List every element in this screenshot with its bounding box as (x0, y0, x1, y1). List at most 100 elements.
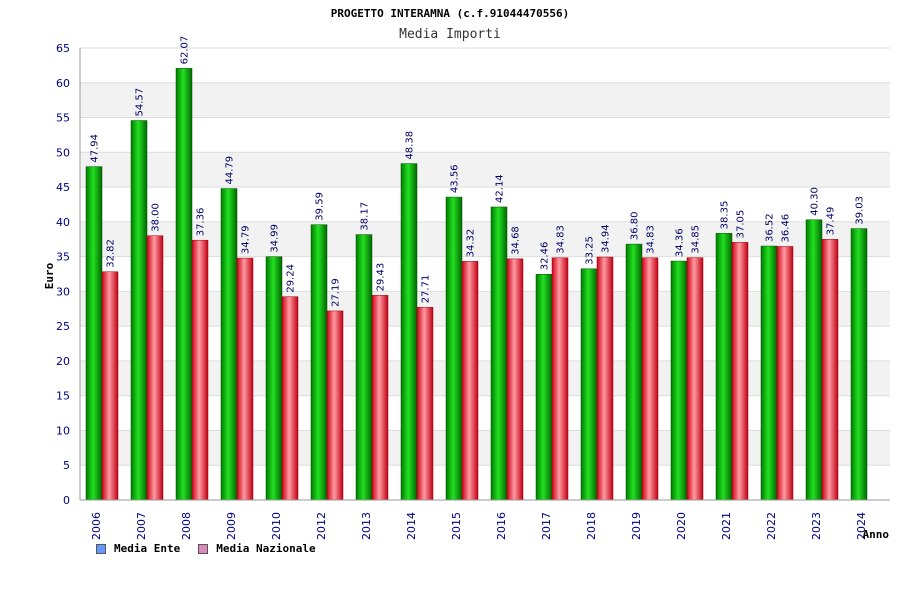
x-axis-ticks: 2006 2007 2008 2009 2010 2012 2013 2014 2015 2016… (90, 512, 868, 540)
bar-media-nazionale-2020 (686, 257, 704, 501)
grid-band (80, 326, 890, 361)
data-label-media-nazionale-2019: 34.83 (646, 225, 657, 254)
data-label-media-nazionale-2012: 27.19 (331, 278, 342, 307)
grid-band (80, 221, 890, 257)
data-label-media-ente-2007: 54.57 (135, 88, 146, 117)
legend: Media Ente Media Nazionale (96, 542, 316, 555)
data-label-media-nazionale-2020: 34.85 (691, 225, 702, 254)
data-label-media-nazionale-2008: 37.36 (196, 208, 207, 237)
data-label-media-nazionale-2017: 34.83 (556, 225, 567, 254)
bar-media-nazionale-2021 (731, 242, 749, 501)
grid-band (80, 117, 890, 153)
x-tick-label-2010: 2010 (270, 512, 283, 540)
bar-media-ente-2016 (490, 206, 508, 501)
x-tick-label-2014: 2014 (405, 512, 418, 540)
x-tick-label-2019: 2019 (630, 512, 643, 540)
data-label-media-ente-2015: 43.56 (450, 164, 461, 193)
y-tick-label: 55 (56, 112, 70, 125)
legend-item-media-ente: Media Ente (96, 542, 180, 555)
chart-title: PROGETTO INTERAMNA (c.f.91044470556) (331, 7, 569, 20)
bar-media-ente-2010 (265, 256, 283, 501)
x-tick-label-2022: 2022 (765, 512, 778, 540)
x-axis-label: Anno (863, 528, 890, 541)
x-tick-label-2013: 2013 (360, 512, 373, 540)
y-tick-label: 10 (56, 424, 70, 437)
bar-media-nazionale-2019 (641, 257, 659, 501)
y-tick-label: 50 (56, 146, 70, 159)
bar-media-ente-2023 (805, 219, 823, 501)
data-label-media-nazionale-2018: 34.94 (601, 224, 612, 253)
data-label-media-ente-2008: 62.07 (180, 36, 191, 65)
bar-media-ente-2007 (130, 120, 148, 501)
grid-band (80, 187, 890, 222)
data-label-media-ente-2010: 34.99 (270, 224, 281, 253)
data-label-media-nazionale-2007: 38.00 (151, 203, 162, 232)
bar-media-nazionale-2013 (371, 295, 389, 501)
bar-media-nazionale-2012 (326, 310, 344, 501)
bar-media-nazionale-2008 (191, 239, 209, 501)
x-tick-label-2017: 2017 (540, 512, 553, 540)
data-label-media-ente-2009: 44.79 (225, 156, 236, 185)
data-label-media-ente-2017: 32.46 (540, 242, 551, 271)
grid-bands (80, 48, 890, 500)
bar-media-nazionale-2010 (281, 296, 299, 501)
bar-media-ente-2014 (400, 163, 418, 501)
bar-media-ente-2017 (535, 274, 553, 501)
bars (85, 68, 868, 501)
grid-band (80, 256, 890, 292)
y-tick-label: 60 (56, 77, 70, 90)
x-tick-label-2008: 2008 (180, 512, 193, 540)
x-tick-label-2024: 2024 (855, 512, 868, 540)
legend-label-media-nazionale: Media Nazionale (216, 542, 316, 555)
y-tick-label: 45 (56, 181, 70, 194)
data-label-media-nazionale-2006: 32.82 (106, 239, 117, 268)
data-label-media-ente-2012: 39.59 (315, 192, 326, 221)
bar-media-nazionale-2018 (596, 256, 614, 501)
bar-media-ente-2022 (760, 245, 778, 501)
data-label-media-nazionale-2013: 29.43 (376, 263, 387, 292)
bar-media-ente-2024 (850, 228, 868, 501)
data-label-media-ente-2019: 36.80 (630, 211, 641, 240)
grid-band (80, 48, 890, 83)
x-tick-label-2020: 2020 (675, 512, 688, 540)
data-label-media-ente-2020: 34.36 (675, 228, 686, 257)
data-label-media-ente-2006: 47.94 (90, 134, 101, 163)
grid-band (80, 152, 890, 188)
bar-media-nazionale-2007 (146, 235, 164, 501)
bar-media-ente-2019 (625, 243, 643, 501)
data-label-media-ente-2014: 48.38 (405, 131, 416, 160)
data-label-media-ente-2023: 40.30 (810, 187, 821, 216)
bar-media-ente-2013 (355, 234, 373, 501)
data-label-media-nazionale-2014: 27.71 (421, 275, 432, 304)
bar-media-ente-2012 (310, 224, 328, 501)
bar-media-nazionale-2015 (461, 261, 479, 501)
y-tick-label: 25 (56, 320, 70, 333)
grid-band (80, 360, 890, 396)
data-label-media-nazionale-2009: 34.79 (241, 225, 252, 254)
bar-media-nazionale-2017 (551, 257, 569, 501)
grid-band (80, 291, 890, 327)
legend-item-media-nazionale: Media Nazionale (198, 542, 316, 555)
x-tick-label-2006: 2006 (90, 512, 103, 540)
bar-media-ente-2015 (445, 196, 463, 501)
x-tick-label-2009: 2009 (225, 512, 238, 540)
bar-media-nazionale-2022 (776, 246, 794, 501)
bar-media-ente-2020 (670, 260, 688, 501)
legend-swatch-media-ente (96, 543, 106, 554)
x-tick-label-2021: 2021 (720, 512, 733, 540)
data-label-media-ente-2021: 38.35 (720, 201, 731, 230)
data-label-media-nazionale-2015: 34.32 (466, 229, 477, 258)
grid-band (80, 465, 890, 500)
bar-media-ente-2006 (85, 166, 103, 501)
x-tick-label-2023: 2023 (810, 512, 823, 540)
data-label-media-ente-2018: 33.25 (585, 236, 596, 265)
data-label-media-nazionale-2022: 36.46 (781, 214, 792, 243)
legend-swatch-media-nazionale (198, 543, 209, 554)
y-tick-label: 40 (56, 216, 70, 229)
bar-media-nazionale-2016 (506, 258, 524, 501)
grid-band (80, 430, 890, 466)
data-label-media-nazionale-2016: 34.68 (511, 226, 522, 255)
data-label-media-ente-2013: 38.17 (360, 202, 371, 231)
bar-media-ente-2018 (580, 268, 598, 501)
